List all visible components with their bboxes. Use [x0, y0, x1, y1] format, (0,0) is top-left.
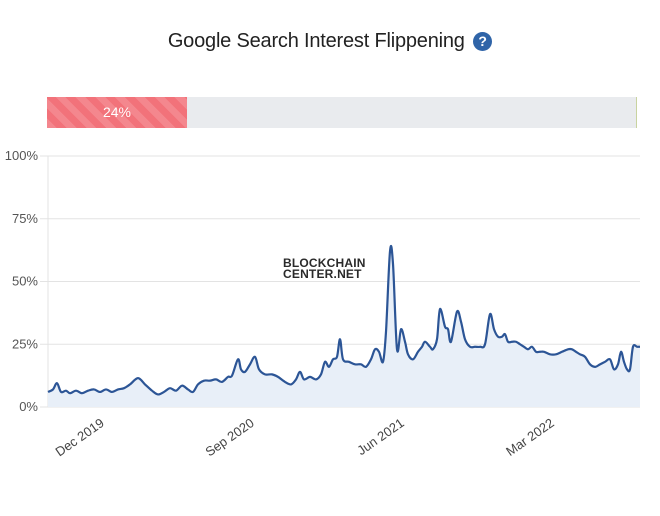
data-line	[47, 244, 640, 396]
svg-text:Mar 2022: Mar 2022	[503, 415, 557, 459]
chart-title: Google Search Interest Flippening	[167, 30, 465, 52]
blockchaincenter-logo: BLOCKCHAIN CENTER.NET	[283, 256, 366, 281]
svg-text:25%: 25%	[12, 336, 38, 351]
chart-header: Google Search Interest Flippening ?	[0, 30, 660, 53]
y-axis-labels: 0% 25% 50% 75% 100%	[5, 148, 39, 414]
svg-text:100%: 100%	[5, 148, 39, 163]
question-circle-icon[interactable]: ?	[473, 32, 493, 51]
flippening-progress-bar: 24%	[47, 97, 637, 128]
logo-line-1: BLOCKCHAIN	[283, 256, 366, 270]
area-fill	[48, 245, 640, 407]
svg-text:Sep 2020: Sep 2020	[203, 415, 257, 459]
svg-text:0%: 0%	[19, 399, 38, 414]
x-axis-labels: Dec 2019 Sep 2020 Jun 2021 Mar 2022	[53, 415, 557, 459]
svg-text:75%: 75%	[12, 211, 38, 226]
svg-text:Jun 2021: Jun 2021	[354, 415, 406, 458]
svg-text:Dec 2019: Dec 2019	[53, 415, 107, 459]
svg-text:50%: 50%	[12, 274, 38, 289]
progress-fill	[47, 97, 187, 128]
logo-line-2: CENTER.NET	[283, 267, 362, 281]
line-chart: 0% 25% 50% 75% 100% Dec 2019 Sep 2020 Jun 2021…	[5, 148, 640, 459]
progress-label: 24%	[102, 104, 132, 120]
